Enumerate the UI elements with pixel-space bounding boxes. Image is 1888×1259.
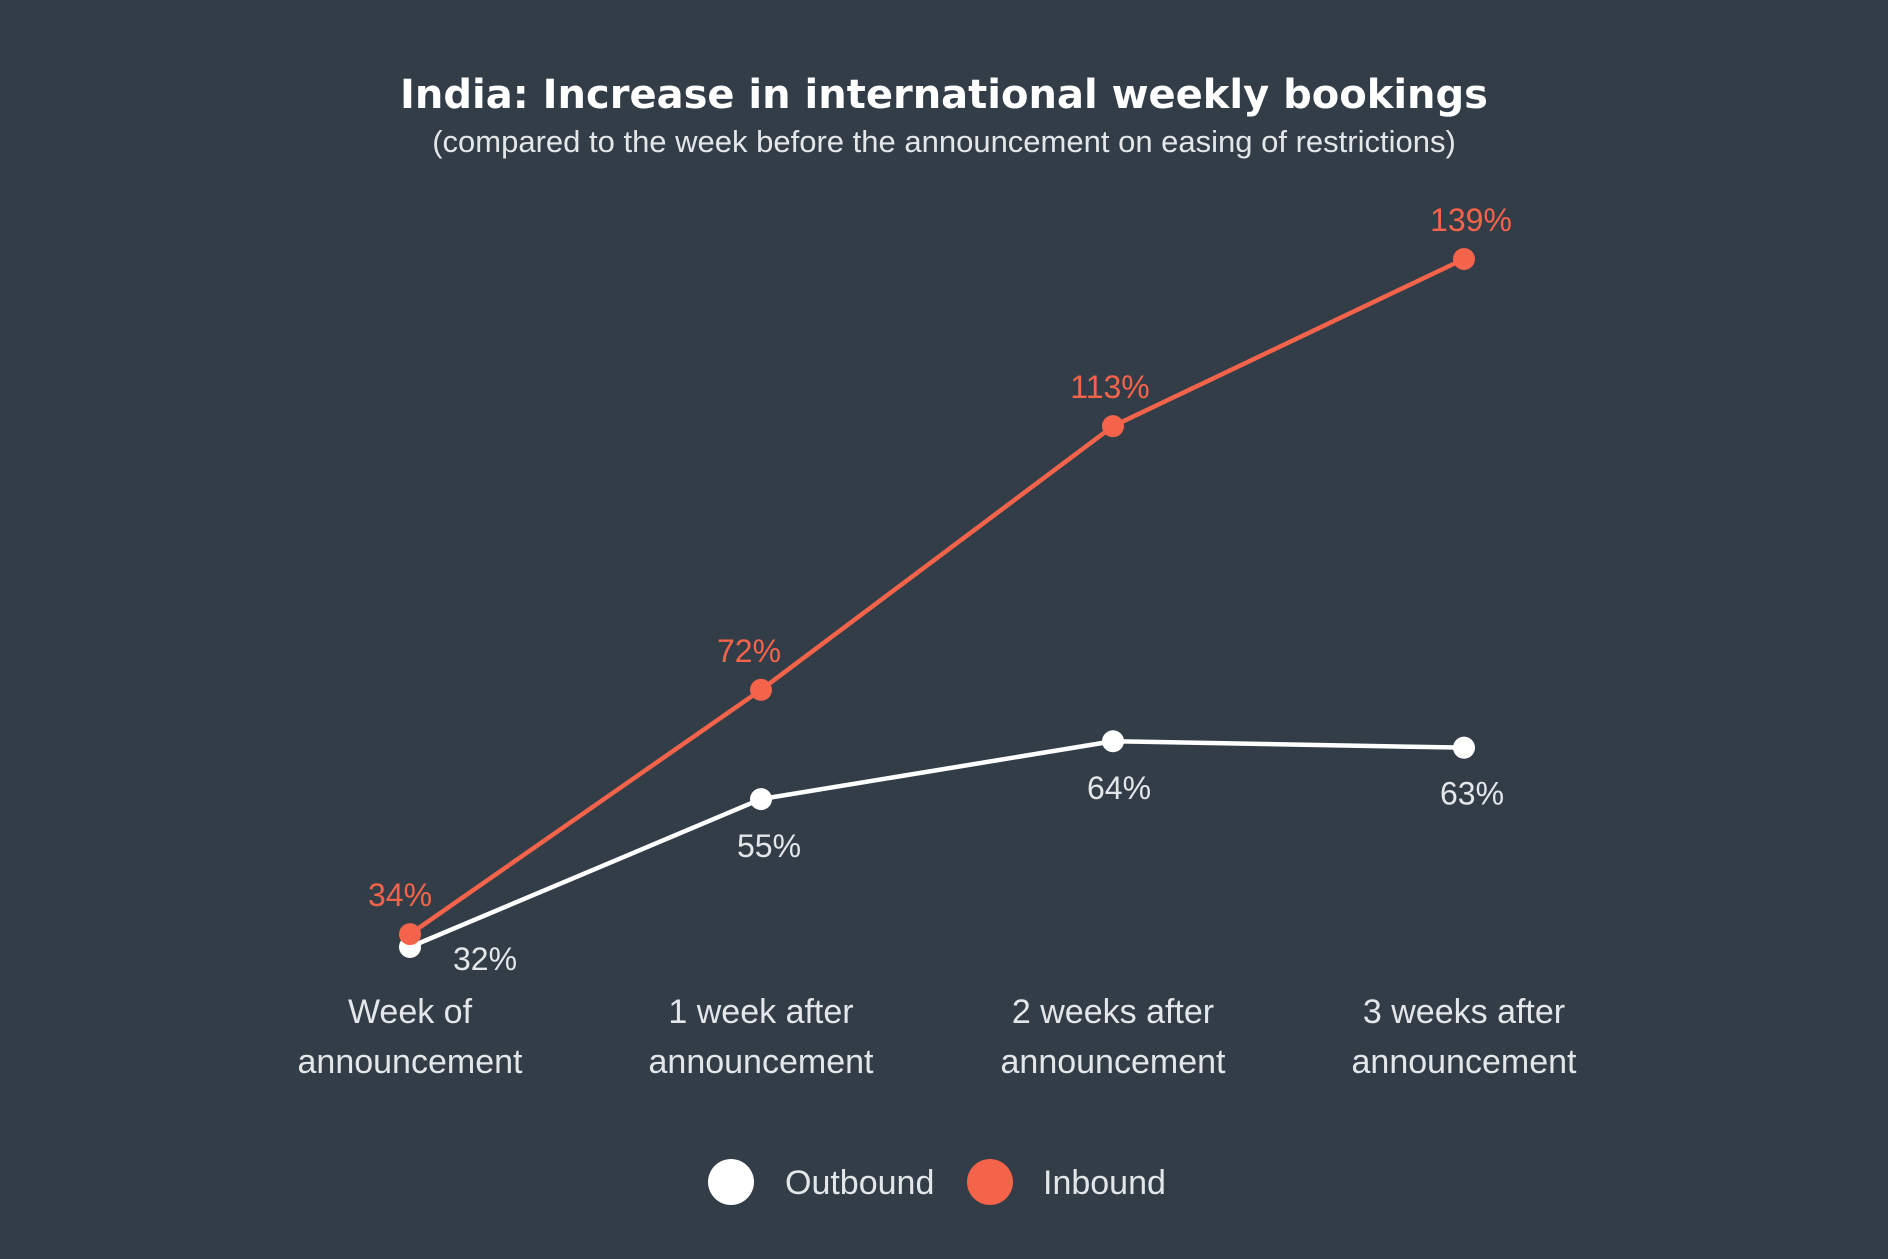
legend-inbound-swatch xyxy=(967,1159,1013,1205)
x-tick-label: 3 weeks after announcement xyxy=(1352,993,1578,1081)
inbound-value-label: 72% xyxy=(717,633,781,669)
chart-title: India: Increase in international weekly … xyxy=(400,72,1488,118)
inbound-value-label: 113% xyxy=(1070,369,1149,405)
legend: Outbound Inbound xyxy=(708,1159,1166,1205)
legend-outbound-swatch xyxy=(708,1159,754,1205)
data-labels: 32% 55% 64% 63% 34% 72% 113% 139% xyxy=(368,202,1512,977)
outbound-value-label: 64% xyxy=(1087,770,1151,806)
outbound-point xyxy=(1453,736,1475,759)
x-tick-label: 1 week after announcement xyxy=(649,993,875,1081)
chart-subtitle: (compared to the week before the announc… xyxy=(432,124,1456,159)
x-tick-label: 2 weeks after announcement xyxy=(1001,993,1227,1081)
inbound-value-label: 34% xyxy=(368,877,432,913)
outbound-line xyxy=(407,738,1467,950)
x-tick-label: Week of announcement xyxy=(298,993,524,1081)
outbound-value-label: 32% xyxy=(453,941,517,977)
series-lines xyxy=(407,256,1467,950)
inbound-point xyxy=(750,678,772,701)
inbound-point xyxy=(1453,247,1475,270)
outbound-value-label: 55% xyxy=(737,828,801,864)
outbound-point xyxy=(750,788,772,811)
outbound-value-label: 63% xyxy=(1440,776,1504,812)
inbound-point xyxy=(399,923,421,946)
inbound-line xyxy=(407,256,1467,937)
series-points xyxy=(399,247,1475,958)
outbound-point xyxy=(1102,730,1124,753)
legend-outbound-label: Outbound xyxy=(785,1164,934,1202)
x-axis-tick-labels: Week of announcement 1 week after announcem… xyxy=(298,993,1578,1081)
inbound-point xyxy=(1102,415,1124,438)
inbound-value-label: 139% xyxy=(1430,202,1512,238)
legend-inbound-label: Inbound xyxy=(1043,1164,1166,1202)
